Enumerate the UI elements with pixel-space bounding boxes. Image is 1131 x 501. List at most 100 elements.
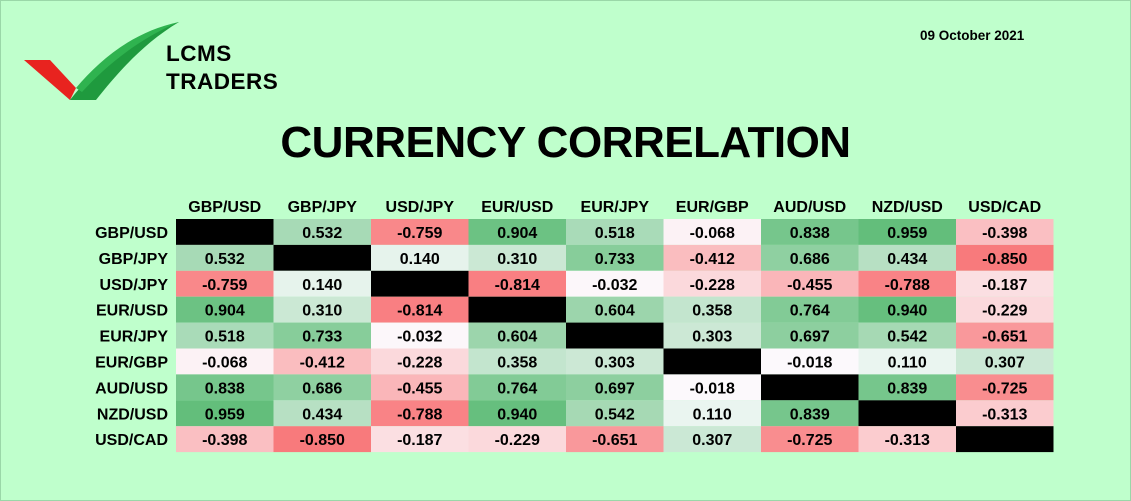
cell-value-label: 0.904 [205, 303, 245, 320]
column-header: EUR/GBP [676, 199, 749, 216]
column-headers: GBP/USD GBP/JPY USD/JPY EUR/USD EUR/JPY EUR/G… [188, 199, 1041, 216]
page-title: CURRENCY CORRELATION [280, 118, 851, 167]
correlation-cell [566, 426, 664, 453]
cell-value-label: 0.764 [497, 380, 537, 397]
diagonal-cell [858, 400, 956, 427]
row-header: AUD/USD [95, 380, 168, 397]
cell-value-label: 0.959 [205, 406, 245, 423]
correlation-cell [663, 426, 761, 453]
cell-value-label: 0.697 [790, 329, 830, 346]
cell-value-label: -0.788 [397, 406, 442, 423]
cell-value-label: 0.532 [205, 251, 245, 268]
cell-value-label: 0.940 [497, 406, 537, 423]
correlation-cell [663, 270, 761, 297]
correlation-cell [273, 348, 371, 375]
cell-value-label: 0.959 [887, 225, 927, 242]
correlation-cell [371, 219, 469, 245]
diagonal-cell [761, 374, 859, 401]
correlation-cell [468, 322, 566, 349]
correlation-cell [956, 219, 1054, 245]
cell-value-label: 0.839 [887, 380, 927, 397]
column-header: USD/JPY [386, 199, 455, 216]
column-header: USD/CAD [968, 199, 1041, 216]
correlation-cell [956, 270, 1054, 297]
correlation-cell [761, 244, 859, 271]
cell-value-label: -0.850 [300, 432, 345, 449]
column-header: GBP/USD [188, 199, 261, 216]
diagonal-cell [566, 322, 664, 349]
correlation-cell [956, 400, 1054, 427]
row-header: EUR/JPY [100, 329, 169, 346]
correlation-cell [371, 322, 469, 349]
cell-value-label: 0.686 [302, 380, 342, 397]
cell-value-label: -0.412 [300, 354, 345, 371]
cell-value-label: -0.032 [397, 329, 442, 346]
cell-value-label: 0.358 [497, 354, 537, 371]
cell-value-label: 0.764 [790, 303, 830, 320]
correlation-cell [468, 348, 566, 375]
cell-value-label: -0.398 [202, 432, 247, 449]
cell-value-label: 0.518 [595, 225, 635, 242]
correlation-cell [663, 374, 761, 401]
correlation-cell [273, 322, 371, 349]
cell-value-label: -0.759 [202, 277, 247, 294]
cell-value-label: 0.310 [302, 303, 342, 320]
lcms-checkmark-logo [24, 22, 179, 100]
cell-value-label: 0.110 [693, 406, 732, 423]
correlation-cell [371, 374, 469, 401]
cell-value-label: 0.434 [887, 251, 927, 268]
correlation-cell [858, 244, 956, 271]
cell-value-label: 0.733 [302, 329, 342, 346]
correlation-cell [468, 270, 566, 297]
cell-value-label: 0.838 [790, 225, 830, 242]
cell-value-label: -0.651 [592, 432, 637, 449]
correlation-cell [176, 348, 274, 375]
cell-value-label: 0.140 [400, 251, 440, 268]
correlation-cell [858, 348, 956, 375]
cell-value-label: 0.358 [692, 303, 732, 320]
correlation-cell [176, 400, 274, 427]
brand-name: LCMS TRADERS [166, 40, 278, 96]
cell-value-label: -0.018 [787, 354, 832, 371]
cell-value-label: -0.068 [202, 354, 247, 371]
cell-value-label: -0.850 [982, 251, 1027, 268]
correlation-cell [566, 348, 664, 375]
correlation-cell [371, 296, 469, 323]
diagonal-cell [956, 426, 1054, 453]
cell-value-label: -0.814 [495, 277, 540, 294]
correlation-cell [371, 426, 469, 453]
correlation-cell [468, 219, 566, 245]
cell-value-label: 0.303 [692, 329, 732, 346]
cell-value-label: -0.788 [885, 277, 930, 294]
cell-value-label: -0.455 [397, 380, 442, 397]
cell-value-label: -0.725 [787, 432, 832, 449]
cell-value-label: -0.398 [982, 225, 1027, 242]
correlation-cell [956, 374, 1054, 401]
cell-value-label: 0.697 [595, 380, 635, 397]
cell-value-label: 0.542 [887, 329, 927, 346]
correlation-cell [956, 322, 1054, 349]
cell-value-label: 0.733 [595, 251, 635, 268]
report-date: 09 October 2021 [920, 28, 1025, 43]
correlation-cell [176, 244, 274, 271]
cell-value-label: -0.068 [690, 225, 735, 242]
column-header: GBP/JPY [288, 199, 358, 216]
correlation-cell [468, 244, 566, 271]
correlation-cell [858, 374, 956, 401]
cell-value-label: -0.313 [982, 406, 1027, 423]
correlation-cell [566, 219, 664, 245]
correlation-cell [761, 426, 859, 453]
cell-value-label: 0.307 [985, 354, 1025, 371]
correlation-cell [956, 296, 1054, 323]
correlation-cell [273, 296, 371, 323]
cell-value-label: -0.814 [397, 303, 442, 320]
correlation-cell [566, 400, 664, 427]
cell-value-label: 0.140 [302, 277, 342, 294]
row-header: GBP/USD [95, 225, 168, 242]
correlation-cell [176, 374, 274, 401]
correlation-cell [663, 244, 761, 271]
row-header: EUR/GBP [95, 354, 168, 371]
correlation-cell [761, 348, 859, 375]
cell-value-label: -0.229 [495, 432, 540, 449]
cell-value-label: 0.604 [497, 329, 537, 346]
